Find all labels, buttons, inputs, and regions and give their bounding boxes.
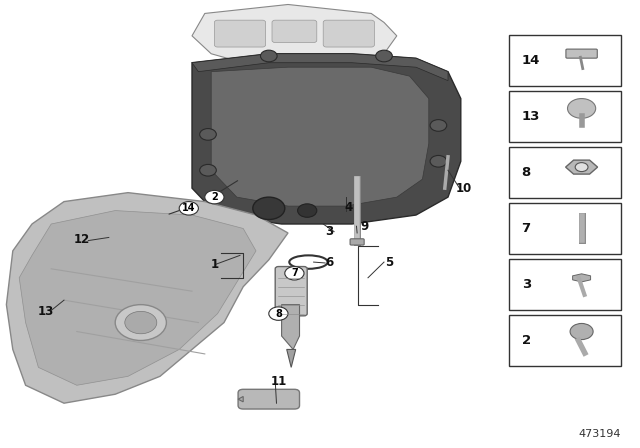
Circle shape — [200, 164, 216, 176]
Polygon shape — [6, 193, 288, 403]
Polygon shape — [192, 4, 397, 63]
Circle shape — [179, 202, 198, 215]
Text: 9: 9 — [361, 220, 369, 233]
Bar — [509, 259, 621, 310]
Text: 14: 14 — [182, 203, 196, 213]
Text: 3: 3 — [326, 225, 333, 238]
Text: 6: 6 — [326, 256, 333, 270]
Circle shape — [260, 50, 277, 62]
FancyBboxPatch shape — [238, 389, 300, 409]
Bar — [509, 35, 621, 86]
Circle shape — [115, 305, 166, 340]
Text: 2: 2 — [211, 192, 218, 202]
Circle shape — [376, 50, 392, 62]
Text: 4: 4 — [345, 201, 353, 215]
FancyBboxPatch shape — [272, 20, 317, 43]
Circle shape — [430, 120, 447, 131]
Circle shape — [575, 163, 588, 172]
Circle shape — [430, 155, 447, 167]
Circle shape — [285, 267, 304, 280]
Polygon shape — [238, 396, 243, 402]
Text: 13: 13 — [522, 110, 540, 123]
Text: 7: 7 — [291, 268, 298, 278]
Circle shape — [205, 190, 224, 204]
Polygon shape — [192, 54, 461, 224]
Bar — [509, 315, 621, 366]
Text: 8: 8 — [275, 309, 282, 319]
Polygon shape — [192, 54, 448, 81]
Circle shape — [200, 129, 216, 140]
Polygon shape — [287, 349, 296, 367]
Bar — [509, 147, 621, 198]
Polygon shape — [19, 211, 256, 385]
Polygon shape — [211, 67, 429, 206]
Circle shape — [570, 323, 593, 340]
Text: 473194: 473194 — [579, 429, 621, 439]
Text: 10: 10 — [456, 181, 472, 195]
FancyBboxPatch shape — [214, 20, 266, 47]
Circle shape — [568, 99, 596, 118]
Bar — [509, 91, 621, 142]
FancyBboxPatch shape — [566, 49, 597, 58]
Text: 7: 7 — [522, 222, 531, 235]
Circle shape — [125, 311, 157, 334]
Polygon shape — [566, 160, 598, 174]
Text: 14: 14 — [522, 54, 540, 67]
Text: 5: 5 — [385, 255, 393, 269]
Circle shape — [253, 197, 285, 220]
Text: 13: 13 — [38, 305, 54, 318]
Text: 2: 2 — [522, 334, 531, 347]
Polygon shape — [573, 274, 591, 282]
Text: 3: 3 — [522, 278, 531, 291]
Circle shape — [298, 204, 317, 217]
FancyBboxPatch shape — [350, 239, 364, 245]
Text: 1: 1 — [211, 258, 219, 271]
FancyBboxPatch shape — [275, 267, 307, 316]
FancyBboxPatch shape — [323, 20, 374, 47]
Circle shape — [269, 307, 288, 320]
Text: 11: 11 — [271, 375, 287, 388]
Polygon shape — [282, 305, 300, 349]
Text: 8: 8 — [522, 166, 531, 179]
Text: 12: 12 — [74, 233, 90, 246]
Bar — [509, 203, 621, 254]
